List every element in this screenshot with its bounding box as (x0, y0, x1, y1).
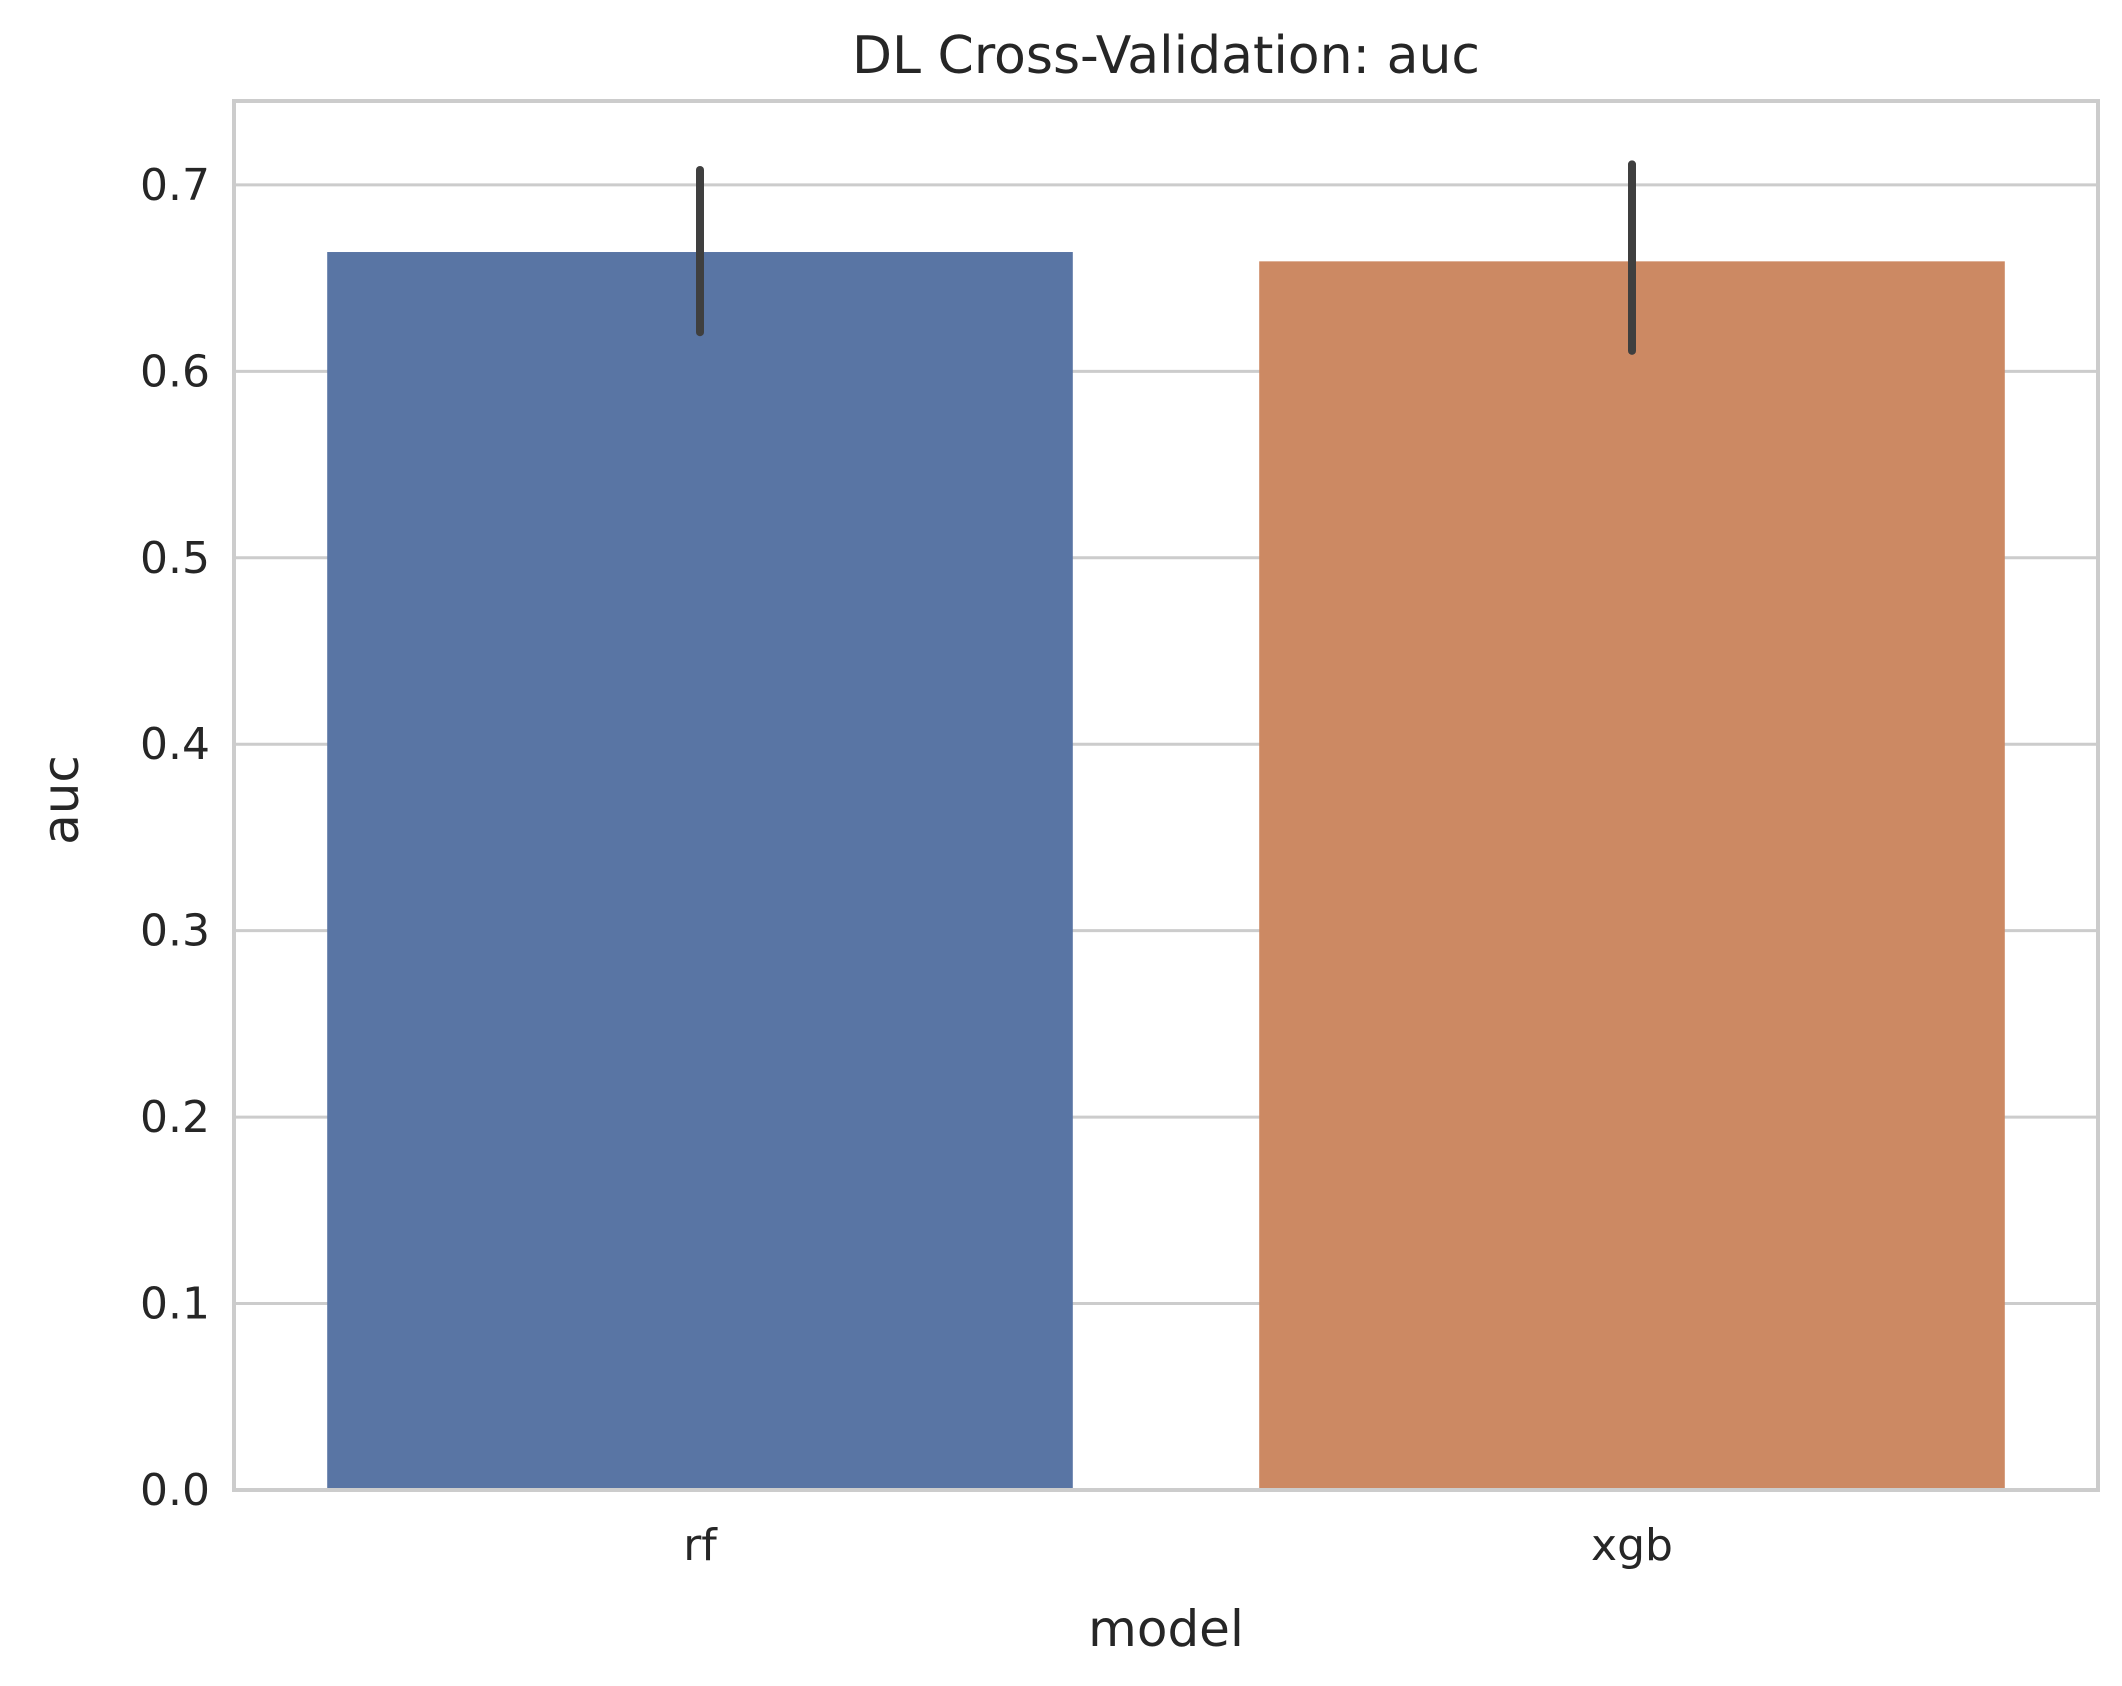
plot-frame (232, 99, 2100, 1492)
bar-rf (327, 252, 1073, 1490)
x-tick-label-xgb: xgb (1591, 1520, 1673, 1571)
bar-xgb (1259, 261, 2005, 1490)
y-tick-labels: 0.0 0.1 0.2 0.3 0.4 0.5 0.6 0.7 (140, 160, 210, 1516)
y-tick-label: 0.6 (140, 346, 210, 397)
chart-title: DL Cross-Validation: auc (852, 26, 1480, 86)
x-axis-title: model (1088, 1600, 1244, 1658)
y-tick-label: 0.5 (140, 533, 210, 584)
y-tick-label: 0.0 (140, 1465, 210, 1516)
y-tick-label: 0.4 (140, 719, 210, 770)
y-axis-title: auc (32, 755, 90, 845)
y-tick-label: 0.7 (140, 160, 210, 211)
x-tick-label-rf: rf (683, 1520, 718, 1571)
y-tick-label: 0.2 (140, 1092, 210, 1143)
x-tick-labels: rf xgb (683, 1520, 1673, 1571)
error-bars (696, 160, 1636, 355)
bars (327, 252, 2005, 1490)
y-tick-label: 0.1 (140, 1279, 210, 1330)
y-tick-label: 0.3 (140, 906, 210, 957)
